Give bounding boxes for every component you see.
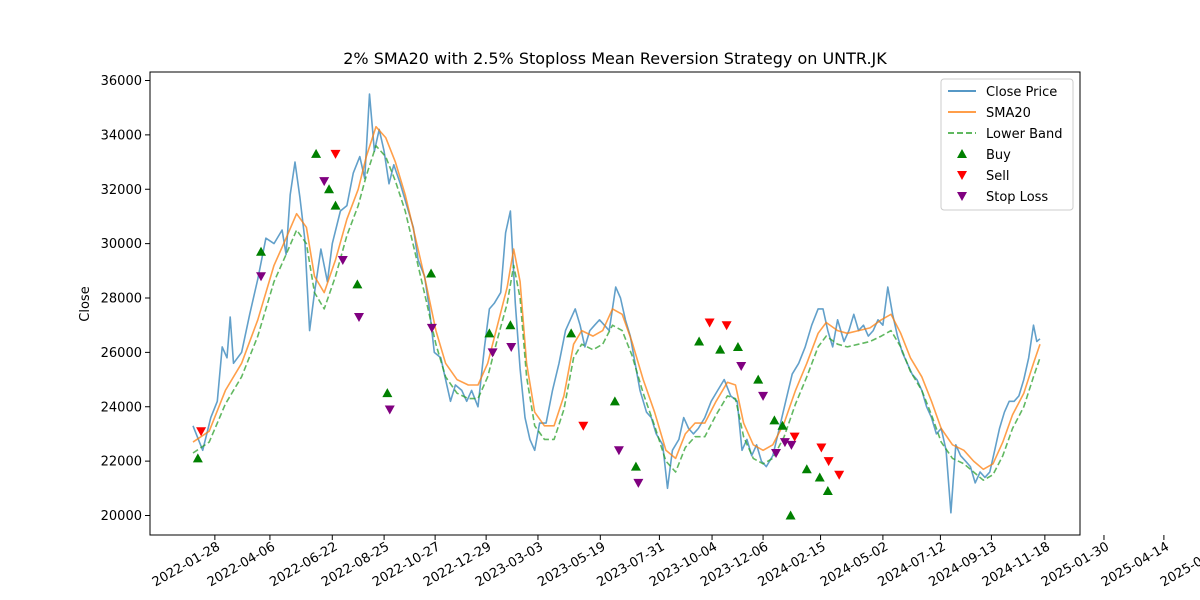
stop-loss-marker (256, 272, 267, 282)
buy-marker (694, 336, 705, 346)
stop-loss-marker (506, 342, 517, 352)
buy-marker (769, 415, 780, 425)
y-tick-label: 30000 (101, 237, 142, 252)
stop-loss-marker (337, 255, 348, 265)
sell-marker (834, 470, 845, 480)
y-tick-label: 26000 (101, 346, 142, 361)
marker-layer (192, 148, 845, 520)
series-layer (192, 93, 1041, 514)
stop-loss-marker (786, 440, 797, 450)
buy-marker (801, 464, 812, 474)
legend-swatch-stop-loss (957, 192, 967, 201)
legend-label-sma20: SMA20 (986, 106, 1031, 121)
buy-marker (630, 461, 641, 471)
stop-loss-marker (613, 446, 624, 456)
sell-marker (196, 427, 207, 437)
stop-loss-marker (633, 478, 644, 488)
stop-loss-marker (758, 391, 769, 401)
legend: Close Price SMA20 Lower Band Buy Sell Stop Lo… (940, 78, 1074, 211)
buy-marker (311, 148, 322, 158)
buy-marker (732, 341, 743, 351)
buy-marker (192, 453, 203, 463)
chart-title: 2% SMA20 with 2.5% Stoploss Mean Reversi… (343, 49, 887, 68)
y-tick-label: 20000 (101, 509, 142, 524)
legend-label-stop-loss: Stop Loss (986, 190, 1048, 205)
legend-swatch-buy (957, 149, 967, 158)
legend-label-buy: Buy (986, 148, 1011, 163)
y-tick-label: 36000 (101, 74, 142, 89)
stop-loss-marker (426, 323, 437, 333)
sell-marker (823, 457, 834, 467)
buy-marker (785, 510, 796, 520)
buy-marker (566, 328, 577, 338)
buy-marker (352, 279, 363, 289)
buy-marker (814, 472, 825, 482)
buy-marker (822, 486, 833, 496)
y-tick-label: 28000 (101, 292, 142, 307)
series-line-close-price (192, 93, 1041, 514)
sell-marker (721, 321, 732, 331)
stop-loss-marker (319, 177, 330, 187)
buy-marker (777, 420, 788, 430)
buy-marker (324, 184, 335, 194)
stop-loss-marker (353, 313, 364, 323)
legend-label-sell: Sell (986, 169, 1009, 184)
stop-loss-marker (779, 438, 790, 448)
y-tick-label: 24000 (101, 400, 142, 415)
buy-marker (330, 200, 341, 210)
sell-marker (578, 421, 589, 431)
y-axis-label: Close (78, 286, 93, 321)
stop-loss-marker (384, 405, 395, 415)
buy-marker (256, 246, 267, 256)
series-line-sma20 (192, 125, 1041, 471)
buy-marker (484, 328, 495, 338)
sell-marker (330, 149, 341, 159)
stop-loss-marker (736, 361, 747, 371)
sell-marker (789, 432, 800, 442)
stop-loss-marker (771, 448, 782, 458)
legend-swatch-sell (957, 171, 967, 180)
plot-frame (149, 71, 1081, 536)
stop-loss-marker (487, 348, 498, 358)
buy-marker (426, 268, 437, 278)
y-tick-label: 22000 (101, 455, 142, 470)
sell-marker (704, 318, 715, 328)
series-line-lower-band (192, 145, 1041, 481)
legend-label-close-price: Close Price (986, 85, 1057, 100)
y-tick-label: 32000 (101, 183, 142, 198)
buy-marker (382, 388, 393, 398)
legend-label-lower-band: Lower Band (986, 127, 1062, 142)
y-tick-label: 34000 (101, 128, 142, 143)
buy-marker (505, 320, 516, 330)
sell-marker (816, 443, 827, 453)
buy-marker (715, 344, 726, 354)
buy-marker (753, 374, 764, 384)
buy-marker (609, 396, 620, 406)
